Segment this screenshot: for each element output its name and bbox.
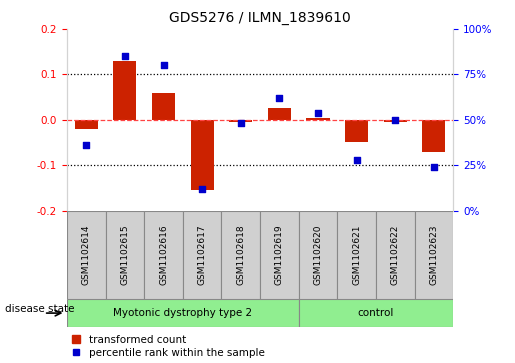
Bar bbox=[152, 93, 175, 120]
Text: control: control bbox=[358, 308, 394, 318]
Bar bbox=[268, 109, 291, 120]
Bar bbox=[422, 120, 445, 152]
Text: Myotonic dystrophy type 2: Myotonic dystrophy type 2 bbox=[113, 308, 252, 318]
Bar bbox=[144, 211, 183, 299]
Text: GSM1102619: GSM1102619 bbox=[275, 225, 284, 285]
Text: GSM1102622: GSM1102622 bbox=[391, 225, 400, 285]
Bar bbox=[306, 118, 330, 120]
Text: GSM1102617: GSM1102617 bbox=[198, 225, 207, 285]
Text: GSM1102614: GSM1102614 bbox=[82, 225, 91, 285]
Text: GSM1102620: GSM1102620 bbox=[314, 225, 322, 285]
Bar bbox=[113, 61, 136, 120]
Point bbox=[159, 62, 167, 68]
Bar bbox=[299, 211, 337, 299]
Text: GSM1102615: GSM1102615 bbox=[121, 225, 129, 285]
Bar bbox=[415, 211, 453, 299]
Point bbox=[198, 186, 206, 192]
Bar bbox=[183, 211, 221, 299]
Bar bbox=[191, 120, 214, 190]
Bar bbox=[75, 120, 98, 129]
Bar bbox=[260, 211, 299, 299]
Point bbox=[275, 95, 283, 101]
Point bbox=[121, 53, 129, 59]
Bar bbox=[106, 211, 144, 299]
Point bbox=[314, 110, 322, 115]
Title: GDS5276 / ILMN_1839610: GDS5276 / ILMN_1839610 bbox=[169, 11, 351, 25]
Bar bbox=[345, 120, 368, 143]
Bar bbox=[67, 211, 106, 299]
Bar bbox=[384, 120, 407, 122]
Legend: transformed count, percentile rank within the sample: transformed count, percentile rank withi… bbox=[72, 335, 265, 358]
Text: GSM1102616: GSM1102616 bbox=[159, 225, 168, 285]
Point bbox=[430, 164, 438, 170]
Text: GSM1102618: GSM1102618 bbox=[236, 225, 245, 285]
Bar bbox=[221, 211, 260, 299]
Bar bbox=[229, 120, 252, 122]
Text: GSM1102623: GSM1102623 bbox=[430, 225, 438, 285]
Point bbox=[391, 117, 400, 123]
Bar bbox=[67, 299, 299, 327]
Point bbox=[82, 142, 91, 148]
Point bbox=[236, 121, 245, 126]
Bar bbox=[337, 211, 376, 299]
Text: disease state: disease state bbox=[5, 305, 75, 314]
Bar bbox=[376, 211, 415, 299]
Text: GSM1102621: GSM1102621 bbox=[352, 225, 361, 285]
Bar bbox=[299, 299, 453, 327]
Point bbox=[352, 157, 360, 163]
